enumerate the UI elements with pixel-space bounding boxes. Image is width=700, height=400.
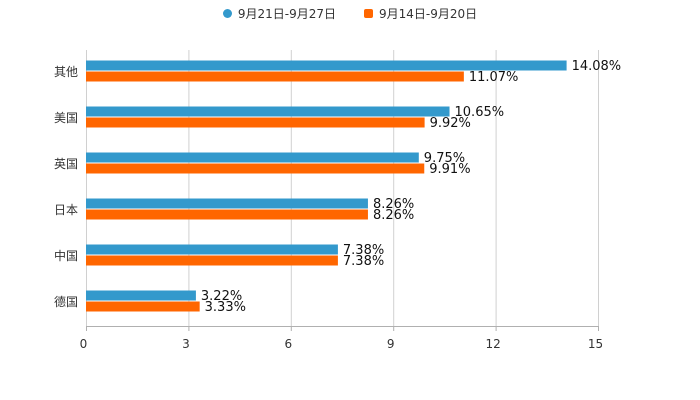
tick-label-x-0: 0 xyxy=(80,337,88,351)
bar-series-2-0[interactable] xyxy=(86,71,464,82)
tick-label-x-15: 15 xyxy=(588,337,603,351)
data-label-series-2-0: 11.07% xyxy=(469,70,519,85)
data-label-series-2-5: 3.33% xyxy=(205,300,246,315)
data-label-series-1-3: 8.26% xyxy=(373,197,414,212)
bar-series-1-4[interactable] xyxy=(86,244,338,255)
category-label-4: 中国 xyxy=(54,248,78,263)
bar-series-1-5[interactable] xyxy=(86,290,196,301)
data-label-series-1-2: 9.75% xyxy=(424,151,465,166)
category-label-2: 英国 xyxy=(54,157,78,171)
category-label-0: 其他 xyxy=(54,65,78,79)
tick-label-x-6: 6 xyxy=(284,337,292,351)
bar-series-1-0[interactable] xyxy=(86,60,567,71)
tick-label-x-12: 12 xyxy=(485,337,500,351)
category-label-3: 日本 xyxy=(54,203,78,217)
bar-series-2-1[interactable] xyxy=(86,117,425,128)
legend-label-series-1: 9月21日-9月27日 xyxy=(237,6,336,21)
tick-label-x-3: 3 xyxy=(182,337,190,351)
legend-label-series-2: 9月14日-9月20日 xyxy=(379,6,478,21)
bar-series-2-2[interactable] xyxy=(86,163,425,174)
bar-series-2-3[interactable] xyxy=(86,209,368,220)
bar-series-2-4[interactable] xyxy=(86,255,338,266)
data-label-series-2-2: 9.91% xyxy=(429,162,470,177)
legend-item-series-1[interactable]: 9月21日-9月27日 xyxy=(222,5,336,22)
legend-item-series-2[interactable]: 9月14日-9月20日 xyxy=(364,5,477,22)
legend: 9月21日-9月27日 9月14日-9月20日 xyxy=(0,4,700,22)
data-label-series-1-4: 7.38% xyxy=(343,243,384,258)
data-label-series-1-0: 14.08% xyxy=(572,59,622,74)
data-label-series-2-1: 9.92% xyxy=(430,116,471,131)
data-label-series-1-1: 10.65% xyxy=(455,105,505,120)
bar-series-1-2[interactable] xyxy=(86,152,419,163)
bar-series-1-1[interactable] xyxy=(86,106,450,117)
legend-square-icon xyxy=(364,8,373,18)
data-label-series-1-5: 3.22% xyxy=(201,289,242,304)
category-label-1: 美国 xyxy=(54,111,78,125)
data-label-series-2-3: 8.26% xyxy=(373,208,414,223)
category-label-5: 德国 xyxy=(54,294,78,309)
data-label-series-2-4: 7.38% xyxy=(343,254,384,269)
legend-dot-icon xyxy=(222,8,232,18)
tick-label-x-9: 9 xyxy=(387,337,395,351)
bar-series-2-5[interactable] xyxy=(86,301,200,312)
bar-series-1-3[interactable] xyxy=(86,198,368,209)
